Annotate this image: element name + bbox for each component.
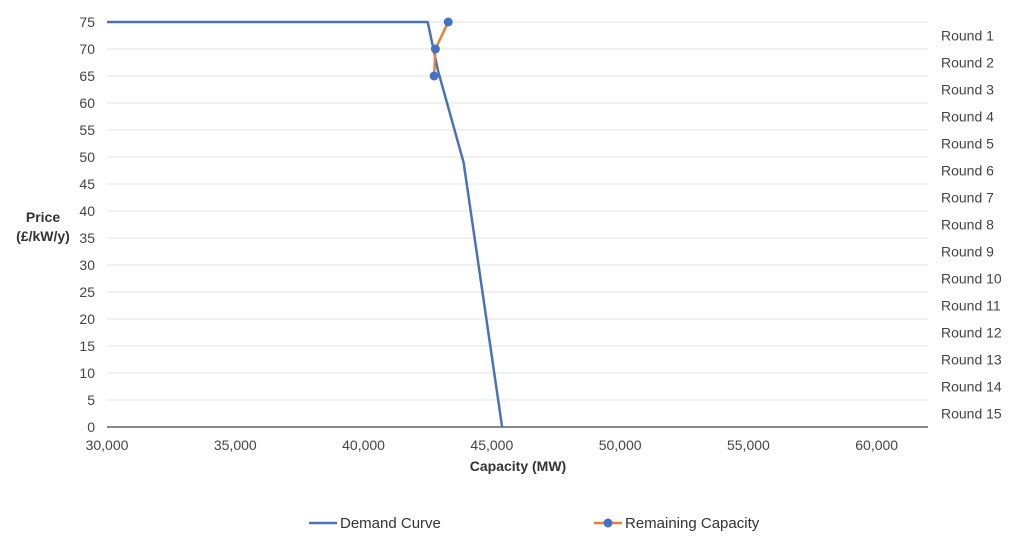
legend-label-remaining-capacity: Remaining Capacity	[625, 515, 760, 532]
x-tick-label: 55,000	[727, 437, 770, 453]
right-axis-round-label: Round 13	[941, 352, 1002, 368]
right-axis-round-label: Round 3	[941, 82, 994, 98]
x-tick-label: 30,000	[86, 437, 129, 453]
right-axis-round-label: Round 12	[941, 325, 1002, 341]
data-point-remaining-capacity	[430, 44, 440, 54]
y-tick-label: 75	[79, 14, 95, 30]
legend: Demand Curve Remaining Capacity	[309, 515, 760, 532]
x-axis-title: Capacity (MW)	[470, 458, 566, 474]
grid-lines	[107, 21, 928, 401]
right-axis-round-label: Round 7	[941, 190, 994, 206]
y-tick-label: 30	[79, 257, 95, 273]
y-tick-label: 35	[79, 230, 95, 246]
y-tick-label: 0	[87, 419, 95, 435]
y-tick-label: 5	[87, 392, 95, 408]
right-axis-round-label: Round 6	[941, 163, 994, 179]
right-axis-round-label: Round 4	[941, 109, 994, 125]
series-line-demand-curve	[107, 20, 504, 428]
y-tick-label: 65	[79, 68, 95, 84]
data-point-remaining-capacity	[443, 17, 453, 27]
axes: 0 5 10 15 20 25 30 35 40 45 50 55 60 65 70 75 30,000 35,0…	[79, 14, 1002, 453]
y-tick-label: 55	[79, 122, 95, 138]
plot-area	[107, 17, 504, 428]
y-tick-label: 70	[79, 41, 95, 57]
right-axis-round-label: Round 11	[941, 298, 1001, 314]
x-tick-label: 50,000	[599, 437, 642, 453]
x-tick-label: 35,000	[214, 437, 257, 453]
y-tick-label: 15	[79, 338, 95, 354]
y-tick-label: 45	[79, 176, 95, 192]
y-axis-title-line-2: (£/kW/y)	[16, 228, 70, 244]
y-tick-label: 25	[79, 284, 95, 300]
y-tick-label: 40	[79, 203, 95, 219]
x-tick-label: 45,000	[470, 437, 513, 453]
y-tick-label: 20	[79, 311, 95, 327]
legend-label-demand-curve: Demand Curve	[340, 515, 441, 532]
legend-marker-remaining-capacity	[603, 518, 613, 528]
y-tick-label: 60	[79, 95, 95, 111]
right-axis-round-label: Round 14	[941, 379, 1002, 395]
right-axis-round-label: Round 9	[941, 244, 994, 260]
y-tick-label: 10	[79, 365, 95, 381]
right-axis-round-label: Round 15	[941, 406, 1002, 422]
right-axis-round-label: Round 8	[941, 217, 994, 233]
y-tick-label: 50	[79, 149, 95, 165]
right-axis-round-label: Round 1	[941, 28, 994, 44]
data-point-remaining-capacity	[429, 71, 439, 81]
x-tick-label: 60,000	[855, 437, 898, 453]
right-axis-round-label: Round 10	[941, 271, 1002, 287]
right-axis-round-label: Round 2	[941, 55, 994, 71]
x-tick-label: 40,000	[342, 437, 385, 453]
right-axis-round-label: Round 5	[941, 136, 994, 152]
y-axis-title-line-1: Price	[26, 209, 60, 225]
